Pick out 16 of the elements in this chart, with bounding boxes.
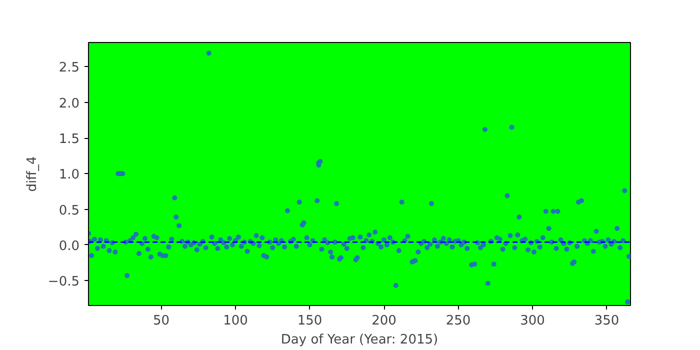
y-tick-label: 0.0	[58, 238, 80, 254]
x-tick-label: 50	[152, 314, 170, 328]
x-tick-label: 350	[594, 314, 620, 328]
y-tick-label: 2.0	[58, 96, 80, 112]
x-tick-label: 300	[520, 314, 545, 328]
y-tick-label: 1.5	[58, 132, 80, 148]
y-tick-label: −0.5	[48, 274, 80, 290]
x-tick-label: 150	[297, 314, 322, 328]
y-tick-label: 0.5	[58, 203, 80, 218]
y-axis-title: diff_4	[24, 156, 40, 192]
y-tick-label: 1.0	[58, 168, 80, 183]
x-tick-label: 250	[446, 314, 471, 328]
x-tick-label: 100	[223, 314, 248, 328]
x-axis-title: Day of Year (Year: 2015)	[280, 332, 438, 348]
x-tick-label: 200	[372, 314, 396, 328]
y-tick-label: 2.5	[58, 60, 80, 76]
